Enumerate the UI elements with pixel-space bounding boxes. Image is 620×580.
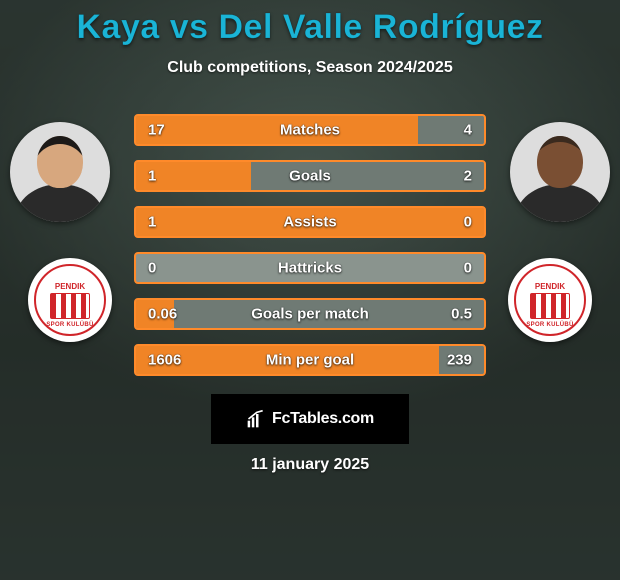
avatar-head [537, 136, 583, 188]
club-stripes [530, 293, 570, 319]
stat-value-right: 239 [447, 352, 472, 369]
stat-row: 0.060.5Goals per match [134, 298, 486, 330]
stat-value-left: 0 [148, 260, 156, 277]
stat-value-left: 0.06 [148, 306, 177, 323]
club-badge-inner: PENDIK SPOR KULÜBÜ [34, 264, 106, 336]
stat-fill-left [136, 116, 418, 144]
club-name-bottom: SPOR KULÜBÜ [526, 322, 573, 328]
avatar-body [15, 184, 105, 222]
stat-value-left: 17 [148, 122, 165, 139]
comparison-card: Kaya vs Del Valle Rodríguez Club competi… [0, 0, 620, 580]
date-label: 11 january 2025 [0, 456, 620, 474]
player-avatar-right [510, 122, 610, 222]
brand-text: FcTables.com [272, 410, 374, 428]
stat-value-right: 0.5 [451, 306, 472, 323]
stat-fill-left [136, 346, 439, 374]
player-avatar-left [10, 122, 110, 222]
stat-row: 174Matches [134, 114, 486, 146]
club-badge-right: PENDIK SPOR KULÜBÜ [508, 258, 592, 342]
club-name-top: PENDIK [55, 282, 85, 291]
club-badge-inner: PENDIK SPOR KULÜBÜ [514, 264, 586, 336]
club-name-top: PENDIK [535, 282, 565, 291]
stat-fill-right [174, 300, 484, 328]
brand-logo-icon [246, 409, 266, 429]
stat-value-left: 1 [148, 214, 156, 231]
club-stripes [50, 293, 90, 319]
club-badge-left: PENDIK SPOR KULÜBÜ [28, 258, 112, 342]
stat-row: 10Assists [134, 206, 486, 238]
stat-row: 1606239Min per goal [134, 344, 486, 376]
stat-value-right: 0 [464, 214, 472, 231]
stat-value-right: 4 [464, 122, 472, 139]
stat-bars: 174Matches12Goals10Assists00Hattricks0.0… [134, 114, 486, 390]
avatar-body [515, 184, 605, 222]
avatar-head [37, 136, 83, 188]
page-title: Kaya vs Del Valle Rodríguez [0, 0, 620, 47]
stats-stage: PENDIK SPOR KULÜBÜ PENDIK SPOR KULÜBÜ 17… [0, 104, 620, 394]
stat-row: 0 0Hattricks [134, 252, 486, 284]
stat-fill-right [251, 162, 484, 190]
page-subtitle: Club competitions, Season 2024/2025 [0, 59, 620, 77]
stat-label: Hattricks [136, 260, 484, 277]
stat-value-right: 0 [464, 260, 472, 277]
stat-fill-right [418, 116, 484, 144]
stat-value-left: 1 [148, 168, 156, 185]
stat-fill-left [136, 208, 484, 236]
stat-row: 12Goals [134, 160, 486, 192]
brand-box: FcTables.com [211, 394, 409, 444]
club-name-bottom: SPOR KULÜBÜ [46, 322, 93, 328]
stat-value-right: 2 [464, 168, 472, 185]
stat-value-left: 1606 [148, 352, 181, 369]
